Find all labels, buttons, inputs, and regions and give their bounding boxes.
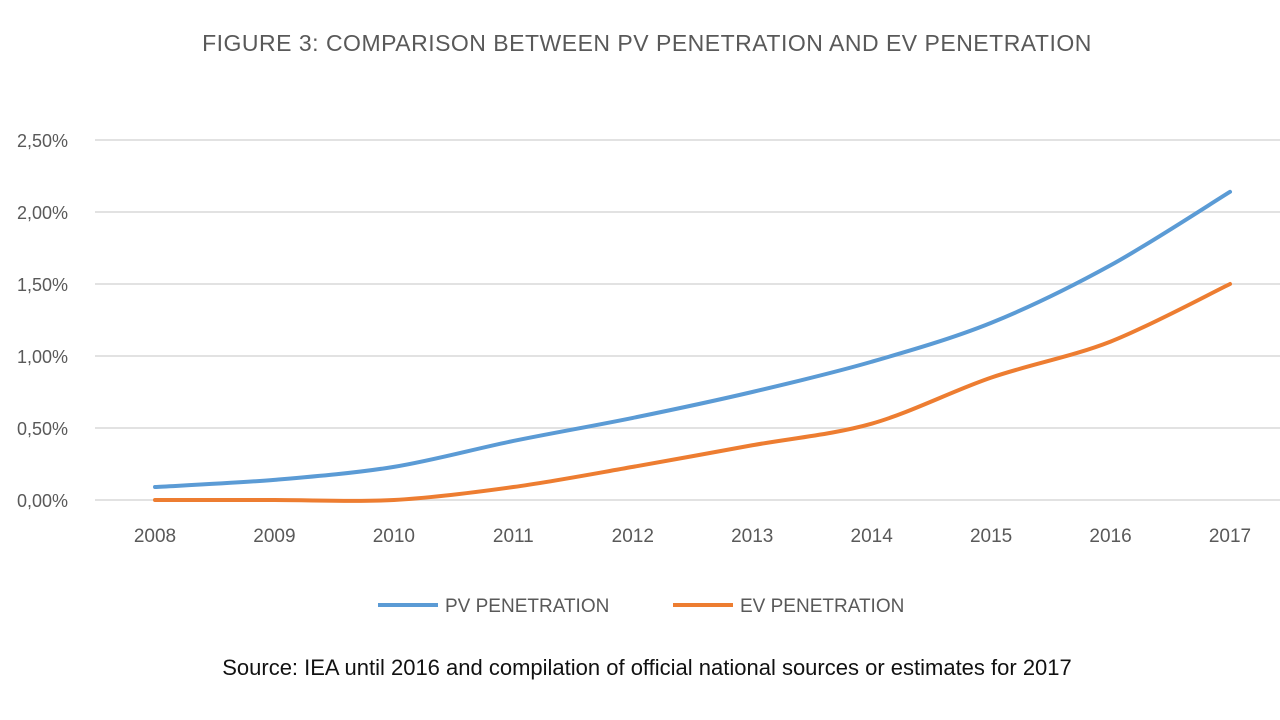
y-tick-label: 1,00% xyxy=(17,347,68,367)
x-tick-label: 2009 xyxy=(253,526,295,547)
y-tick-label: 0,00% xyxy=(17,491,68,511)
gridlines xyxy=(95,139,1280,501)
y-tick-label: 2,00% xyxy=(17,203,68,223)
y-tick-label: 1,50% xyxy=(17,275,68,295)
y-axis-ticks: 0,00% 0,50% 1,00% 1,50% 2,00% 2,50% xyxy=(17,131,68,511)
y-tick-label: 0,50% xyxy=(17,419,68,439)
series-line-pv-penetration xyxy=(153,189,1232,490)
legend: PV PENETRATION EV PENETRATION xyxy=(378,596,904,617)
y-tick-label: 2,50% xyxy=(17,131,68,151)
legend-label: PV PENETRATION xyxy=(445,596,609,617)
x-tick-label: 2016 xyxy=(1089,526,1131,547)
series-lines xyxy=(153,189,1232,503)
legend-item-ev-penetration: EV PENETRATION xyxy=(673,596,904,617)
x-tick-label: 2010 xyxy=(373,526,415,547)
x-tick-label: 2008 xyxy=(134,526,176,547)
legend-label: EV PENETRATION xyxy=(740,596,904,617)
x-tick-label: 2012 xyxy=(612,526,654,547)
chart-title: FIGURE 3: COMPARISON BETWEEN PV PENETRAT… xyxy=(202,30,1092,56)
x-tick-label: 2011 xyxy=(493,526,534,547)
x-tick-label: 2014 xyxy=(851,526,894,547)
x-tick-label: 2013 xyxy=(731,526,773,547)
x-tick-label: 2015 xyxy=(970,526,1012,547)
series-line-ev-penetration xyxy=(153,282,1232,503)
x-tick-label: 2017 xyxy=(1209,526,1251,547)
x-axis-ticks: 2008 2009 2010 2011 2012 2013 2014 2015 2016 2017 xyxy=(134,526,1251,547)
legend-item-pv-penetration: PV PENETRATION xyxy=(378,596,609,617)
source-note: Source: IEA until 2016 and compilation o… xyxy=(222,655,1072,680)
